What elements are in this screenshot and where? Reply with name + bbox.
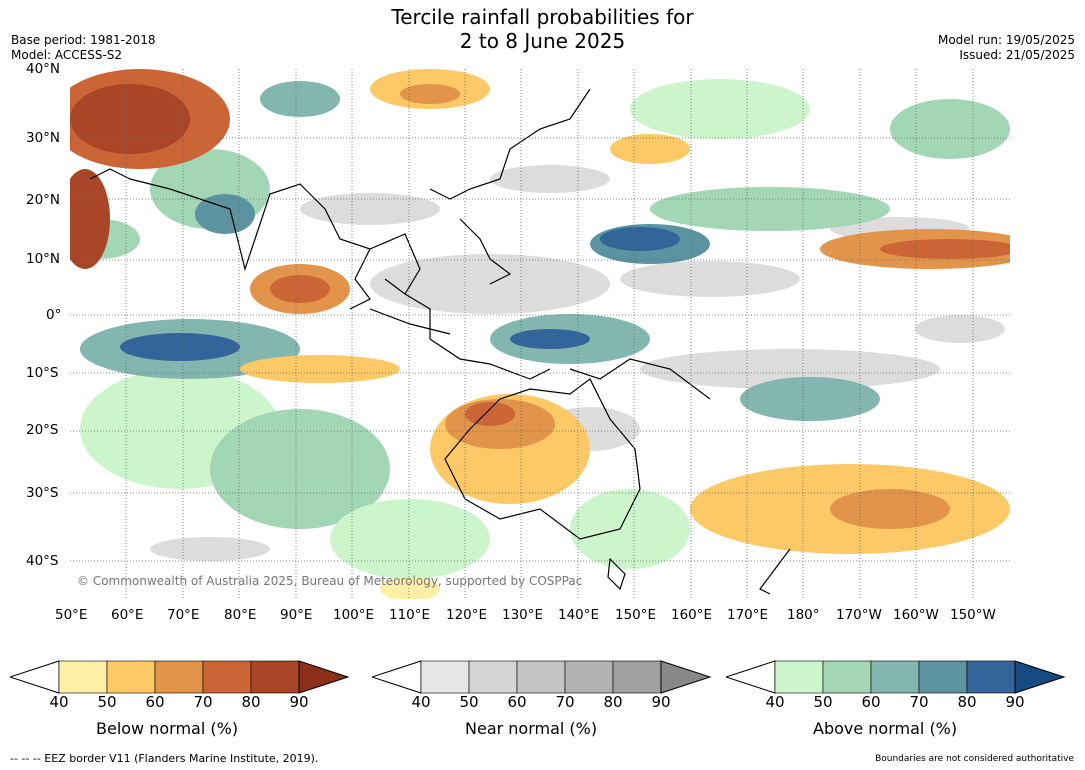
lon-label: 90°E [280,607,313,623]
colorbar-near-svg [370,660,712,694]
lat-label: 40°S [26,553,59,569]
colorbar-segment [516,660,566,694]
lon-label: 140°E [558,607,600,623]
lon-label: 100°E [333,607,375,623]
colorbar-tick: 60 [507,693,527,711]
copyright-notice: © Commonwealth of Australia 2025, Bureau… [77,574,583,588]
colorbar-tick: 40 [411,693,431,711]
lat-label: 30°N [26,130,61,146]
above-normal-areas [70,79,1010,579]
colorbar-tick: 80 [241,693,261,711]
colorbar-segment [612,660,662,694]
title-line-1: Tercile rainfall probabilities for [391,5,694,29]
colorbar-extend-right [1014,660,1066,694]
lon-label: 180° [787,607,820,623]
map-canvas [70,69,1010,599]
colorbar-segment [202,660,252,694]
colorbar-segment [154,660,204,694]
colorbar-segment [58,660,108,694]
eez-border-note: -- -- -- EEZ border V11 (Flanders Marine… [10,752,319,765]
lon-label: 110°E [389,607,431,623]
lat-label: 10°N [26,251,61,267]
boundaries-disclaimer: Boundaries are not considered authoritat… [875,754,1074,764]
colorbar-segment [870,660,920,694]
colorbar-segment [420,660,470,694]
colorbar-above-normal: 40 50 60 70 80 90 Above normal (%) [724,660,1066,738]
colorbar-tick: 40 [765,693,785,711]
colorbar-segment [918,660,968,694]
lon-label: 120°E [446,607,488,623]
lon-label: 170°E [727,607,769,623]
colorbar-tick: 60 [145,693,165,711]
lon-label: 150°E [615,607,657,623]
colorbar-label: Below normal (%) [96,719,239,738]
colorbar-segment [564,660,614,694]
colorbar-tick: 80 [957,693,977,711]
lon-label: 160°E [671,607,713,623]
lat-label: 20°S [26,422,59,438]
rainfall-map: © Commonwealth of Australia 2025, Bureau… [70,69,1010,599]
lon-label: 70°E [167,607,200,623]
colorbar-tick: 40 [49,693,69,711]
colorbar-segment [468,660,518,694]
issued-date: Issued: 21/05/2025 [959,48,1075,62]
lon-label: 160°W [893,607,939,623]
colorbar-tick: 70 [193,693,213,711]
colorbar-extend-right [660,660,712,694]
lat-label: 20°N [26,192,61,208]
colorbar-extend-left [8,660,60,694]
colorbar-tick: 70 [555,693,575,711]
colorbar-tick: 90 [1005,693,1025,711]
colorbar-extend-left [370,660,422,694]
colorbar-tick: 90 [289,693,309,711]
lat-label: 30°S [26,485,59,501]
colorbar-segment [250,660,300,694]
graticule [70,69,1010,599]
model-name: Model: ACCESS-S2 [11,48,123,62]
colorbar-tick: 50 [459,693,479,711]
lon-label: 150°W [950,607,996,623]
lat-label: 10°S [26,365,59,381]
lon-label: 50°E [55,607,88,623]
colorbar-segment [774,660,824,694]
title-line-2: 2 to 8 June 2025 [459,29,626,53]
colorbar-segment [106,660,156,694]
colorbar-tick: 50 [97,693,117,711]
colorbar-segment [822,660,872,694]
colorbar-tick: 50 [813,693,833,711]
lon-label: 80°E [224,607,257,623]
colorbar-tick: 70 [909,693,929,711]
colorbar-label: Near normal (%) [465,719,598,738]
colorbar-label: Above normal (%) [813,719,958,738]
lat-label: 40°N [26,61,61,77]
lat-label: 0° [46,307,62,323]
model-run: Model run: 19/05/2025 [937,33,1075,47]
colorbar-segment [966,660,1016,694]
lon-label: 130°E [502,607,544,623]
coastlines [89,88,791,595]
colorbar-above-svg [724,660,1066,694]
colorbar-tick: 80 [603,693,623,711]
lon-label: 60°E [111,607,144,623]
lon-label: 170°W [836,607,882,623]
colorbar-tick: 60 [861,693,881,711]
colorbar-near-normal: 40 50 60 70 80 90 Near normal (%) [370,660,712,738]
colorbar-extend-left [724,660,776,694]
colorbar-extend-right [298,660,350,694]
colorbar-tick: 90 [651,693,671,711]
base-period: Base period: 1981-2018 [11,33,156,47]
colorbar-below-svg [8,660,350,694]
colorbar-below-normal: 40 50 60 70 80 90 Below normal (%) [8,660,350,738]
